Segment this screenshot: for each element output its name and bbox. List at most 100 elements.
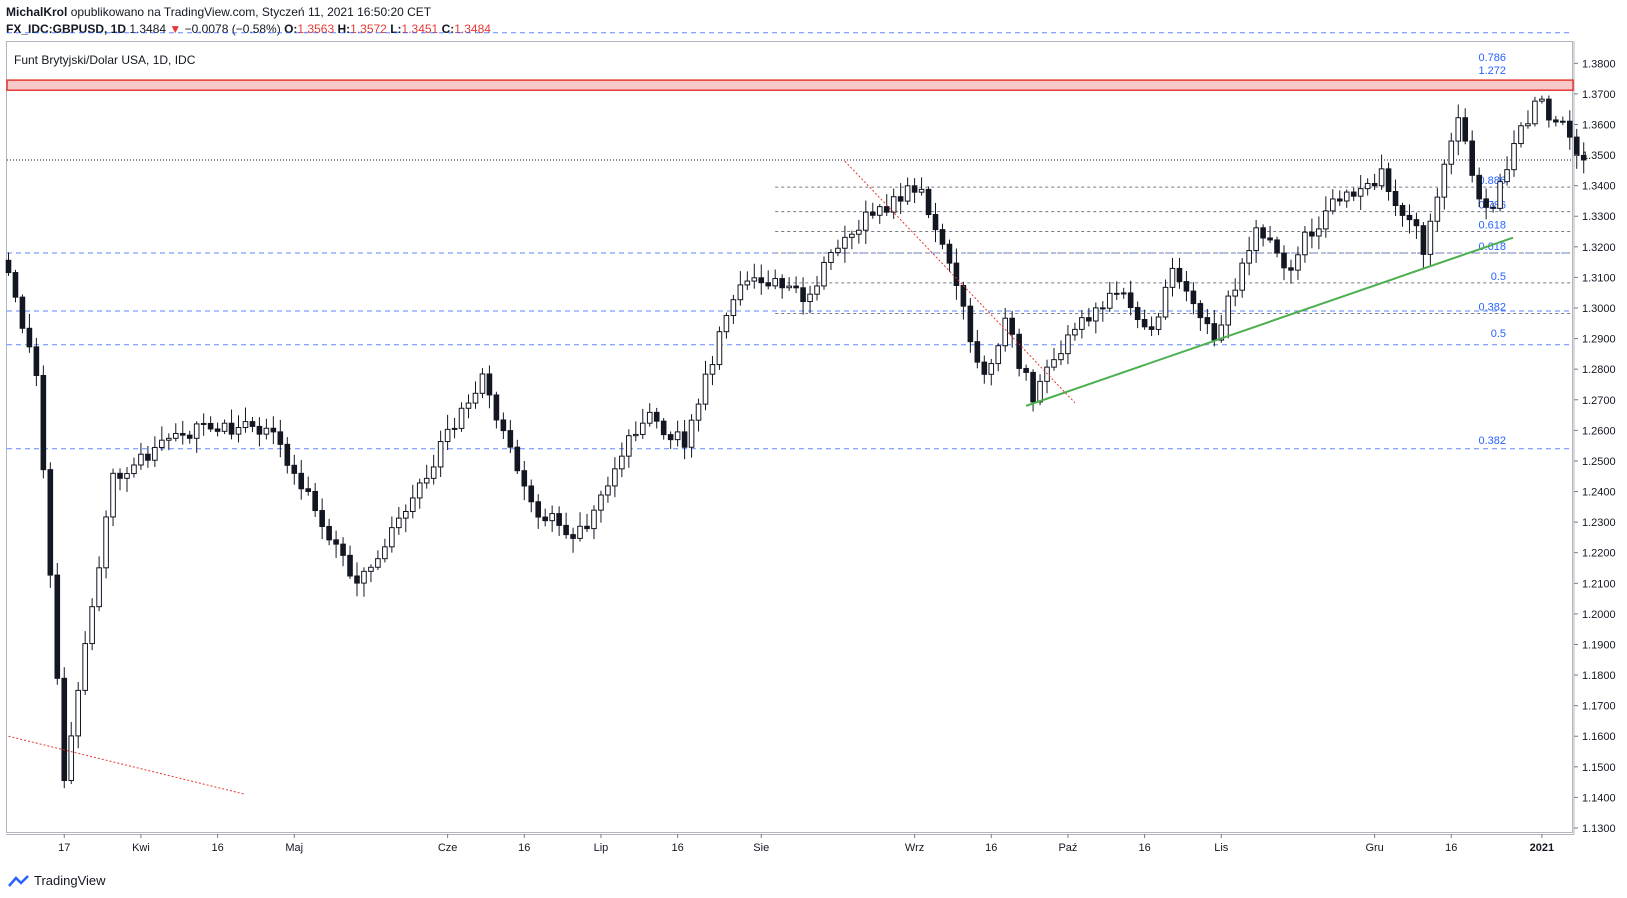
candle[interactable]	[653, 407, 660, 429]
candle[interactable]	[932, 202, 939, 243]
candle[interactable]	[326, 518, 332, 546]
candle[interactable]	[744, 271, 751, 291]
candle[interactable]	[1009, 310, 1015, 348]
candle[interactable]	[242, 407, 249, 433]
candle[interactable]	[828, 249, 834, 271]
candle[interactable]	[1183, 271, 1190, 302]
candle[interactable]	[1316, 216, 1322, 250]
candle[interactable]	[200, 413, 207, 436]
candle[interactable]	[465, 394, 472, 419]
candle[interactable]	[507, 419, 514, 454]
candle[interactable]	[800, 277, 806, 315]
candle[interactable]	[563, 512, 569, 539]
candle[interactable]	[1267, 225, 1273, 244]
candle[interactable]	[500, 412, 507, 440]
candle[interactable]	[591, 505, 597, 540]
candle[interactable]	[256, 417, 263, 447]
candle[interactable]	[1546, 95, 1552, 128]
candle[interactable]	[26, 313, 33, 353]
candle[interactable]	[291, 454, 298, 485]
candle[interactable]	[458, 402, 465, 432]
candle[interactable]	[1469, 130, 1476, 183]
candle[interactable]	[584, 513, 590, 532]
candle[interactable]	[1560, 116, 1566, 126]
candle[interactable]	[221, 419, 228, 435]
candle[interactable]	[1330, 189, 1336, 215]
candle[interactable]	[423, 464, 430, 489]
candle[interactable]	[911, 178, 918, 204]
candle[interactable]	[612, 457, 618, 498]
candle[interactable]	[1518, 122, 1524, 148]
candle[interactable]	[40, 365, 47, 479]
candle[interactable]	[1441, 159, 1448, 210]
candle[interactable]	[312, 482, 318, 517]
candle[interactable]	[1573, 128, 1580, 169]
candle[interactable]	[814, 275, 820, 301]
candle[interactable]	[702, 360, 709, 411]
candle[interactable]	[298, 460, 305, 500]
candle[interactable]	[1532, 96, 1538, 127]
candle[interactable]	[807, 285, 813, 314]
candle[interactable]	[570, 527, 576, 553]
candle[interactable]	[639, 408, 646, 440]
candle[interactable]	[479, 368, 486, 399]
candle[interactable]	[1232, 278, 1239, 307]
candle[interactable]	[228, 409, 235, 440]
candle[interactable]	[751, 263, 758, 289]
candle[interactable]	[1051, 347, 1057, 371]
candle[interactable]	[1364, 178, 1371, 196]
candle[interactable]	[946, 239, 953, 272]
candle[interactable]	[1309, 218, 1315, 249]
candle[interactable]	[1413, 212, 1420, 239]
candle[interactable]	[396, 506, 402, 535]
candle[interactable]	[375, 550, 381, 570]
candle[interactable]	[1497, 173, 1503, 212]
candle[interactable]	[1448, 132, 1455, 175]
candle[interactable]	[953, 248, 960, 300]
candle[interactable]	[159, 426, 165, 451]
candle[interactable]	[277, 419, 284, 458]
candle[interactable]	[863, 200, 869, 244]
candle[interactable]	[249, 416, 256, 433]
candle[interactable]	[1030, 369, 1036, 412]
candle[interactable]	[793, 276, 799, 294]
candle[interactable]	[1385, 162, 1392, 201]
candle[interactable]	[1113, 281, 1120, 301]
candle[interactable]	[1106, 281, 1113, 312]
candle[interactable]	[89, 598, 95, 651]
candle[interactable]	[577, 512, 583, 542]
candle[interactable]	[674, 420, 681, 447]
candle[interactable]	[354, 562, 360, 597]
candle[interactable]	[849, 230, 855, 250]
candle[interactable]	[1065, 325, 1071, 365]
candle[interactable]	[131, 457, 137, 478]
candle[interactable]	[1427, 213, 1434, 266]
candle[interactable]	[1281, 245, 1287, 281]
candle[interactable]	[716, 326, 723, 370]
candle[interactable]	[82, 631, 88, 695]
candle[interactable]	[1148, 316, 1155, 336]
candle[interactable]	[1141, 309, 1148, 330]
candle[interactable]	[960, 281, 967, 320]
candle[interactable]	[68, 721, 75, 785]
candle[interactable]	[1455, 104, 1462, 156]
candle[interactable]	[737, 271, 744, 306]
candle[interactable]	[305, 476, 312, 496]
candle[interactable]	[402, 504, 409, 533]
candle[interactable]	[437, 430, 444, 478]
candle[interactable]	[1566, 110, 1573, 150]
candle[interactable]	[1169, 258, 1176, 297]
candle[interactable]	[1288, 259, 1294, 284]
candle[interactable]	[1239, 258, 1245, 298]
candle[interactable]	[1044, 359, 1050, 394]
candle[interactable]	[1204, 308, 1211, 335]
candle[interactable]	[382, 538, 388, 563]
candle[interactable]	[633, 421, 639, 442]
candle[interactable]	[47, 462, 54, 588]
candle[interactable]	[54, 562, 61, 685]
candle[interactable]	[152, 436, 158, 467]
candle[interactable]	[1434, 188, 1441, 232]
candle[interactable]	[110, 468, 116, 527]
candle[interactable]	[758, 264, 765, 295]
